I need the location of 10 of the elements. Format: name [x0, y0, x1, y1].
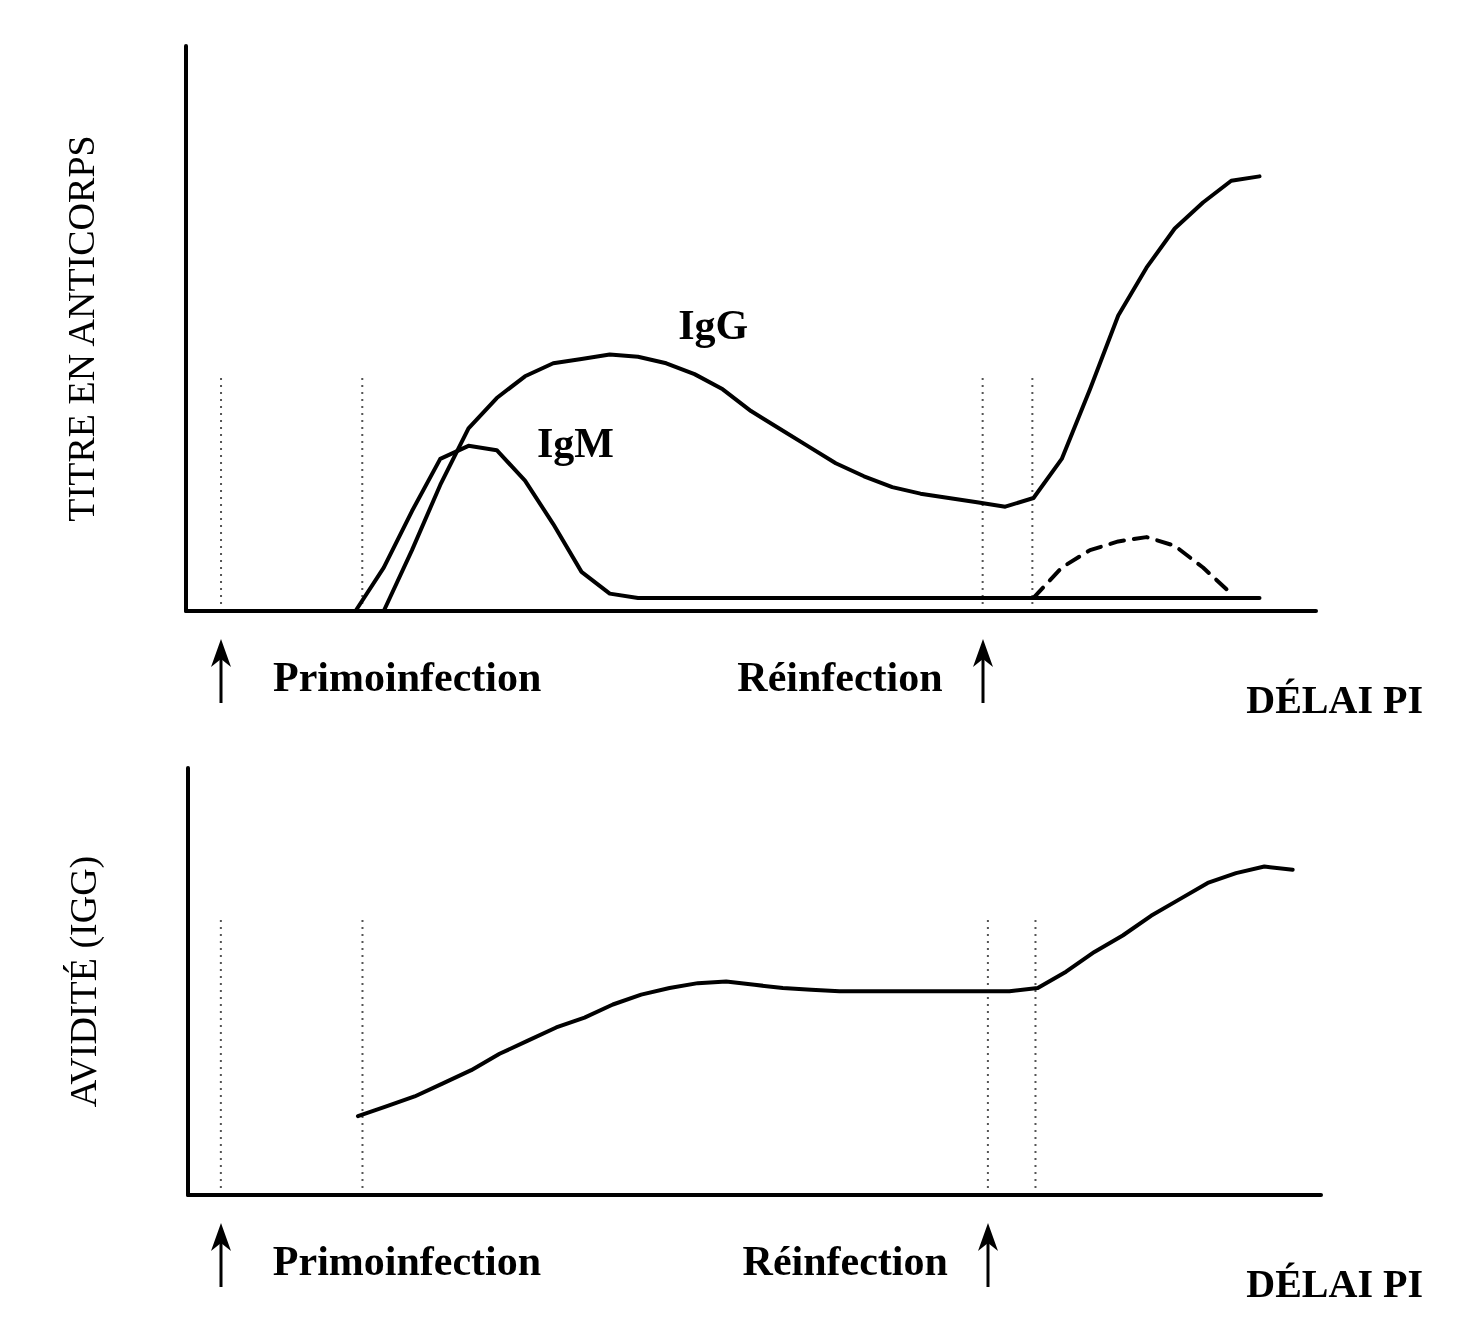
x-axis-title: DÉLAI PI: [1246, 1260, 1423, 1306]
text: Réinfection: [737, 654, 943, 700]
text: Primoinfection: [272, 1238, 542, 1284]
series-label: IgM: [537, 419, 614, 466]
y-axis-title: TITRE EN ANTICORPS: [60, 135, 102, 522]
y-axis-title: AVIDITÉ (IGG): [62, 855, 105, 1108]
x-axis-title: DÉLAI PI: [1246, 676, 1423, 722]
series-label: IgG: [678, 302, 749, 349]
text: Primoinfection: [273, 654, 542, 700]
text: Réinfection: [742, 1238, 948, 1284]
